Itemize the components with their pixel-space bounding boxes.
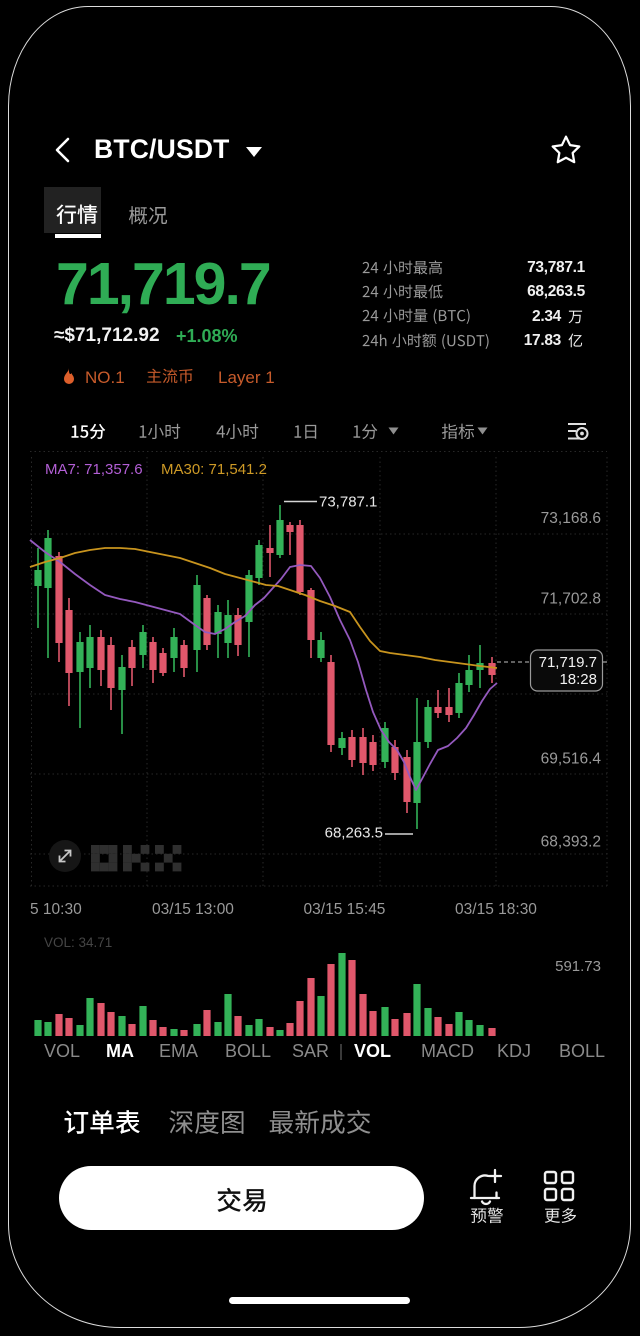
svg-text:69,516.4: 69,516.4 xyxy=(541,751,602,768)
svg-text:68,393.2: 68,393.2 xyxy=(541,834,601,851)
svg-text:03/15 13:00: 03/15 13:00 xyxy=(152,901,234,918)
svg-text:71,719.7: 71,719.7 xyxy=(539,654,597,671)
svg-text:MA7: 71,357.6: MA7: 71,357.6 xyxy=(45,461,143,478)
svg-text:68,263.5: 68,263.5 xyxy=(325,825,383,842)
svg-text:VOL: 34.71: VOL: 34.71 xyxy=(44,935,112,950)
svg-text:03/15 18:30: 03/15 18:30 xyxy=(455,901,537,918)
svg-text:5 10:30: 5 10:30 xyxy=(30,901,82,918)
svg-text:71,702.8: 71,702.8 xyxy=(541,591,601,608)
svg-text:73,787.1: 73,787.1 xyxy=(319,494,377,511)
svg-text:591.73: 591.73 xyxy=(555,958,601,975)
svg-text:18:28: 18:28 xyxy=(559,671,597,688)
svg-text:03/15 15:45: 03/15 15:45 xyxy=(304,901,386,918)
svg-text:73,168.6: 73,168.6 xyxy=(541,510,601,527)
svg-text:MA30: 71,541.2: MA30: 71,541.2 xyxy=(161,461,267,478)
